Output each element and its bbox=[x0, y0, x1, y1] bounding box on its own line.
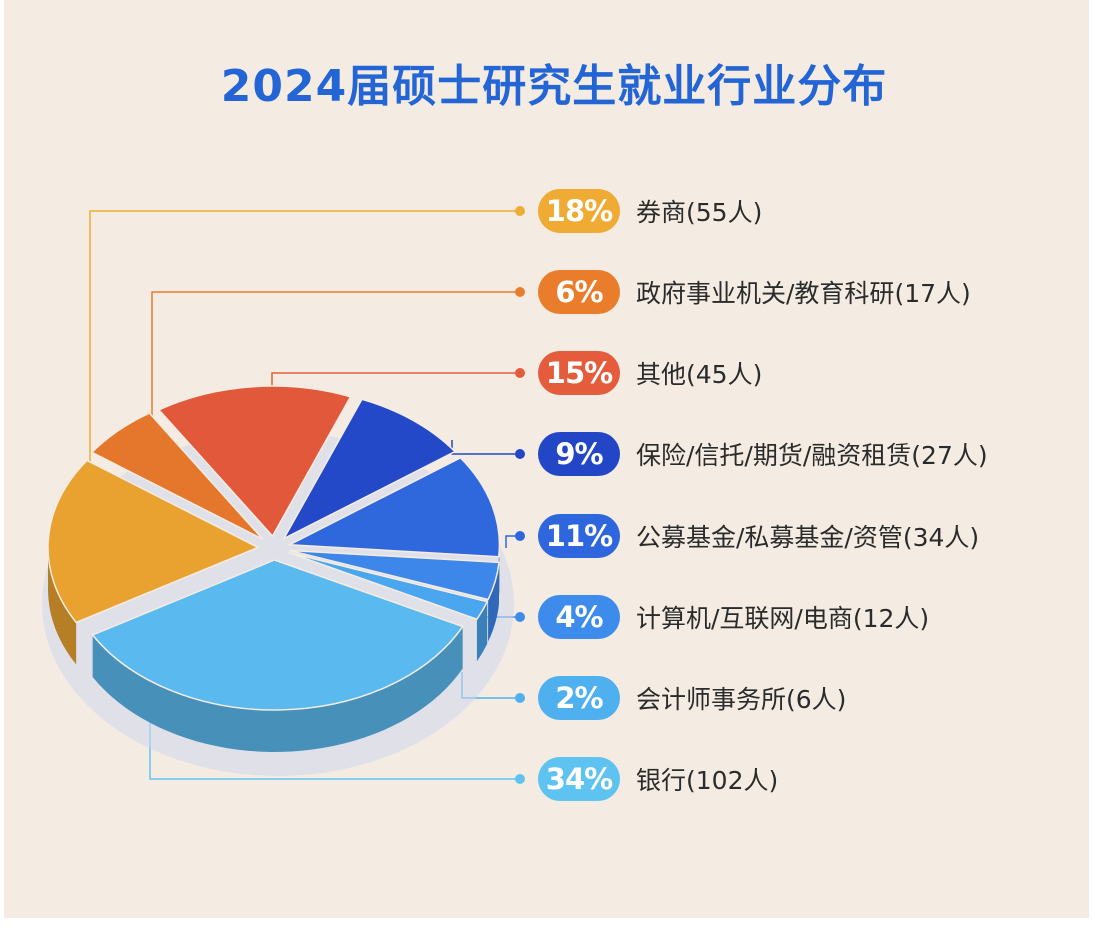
leader-dot bbox=[515, 693, 525, 703]
percent-pill: 18% bbox=[538, 189, 620, 233]
pie-slice-side bbox=[488, 562, 500, 642]
category-label: 券商(55人) bbox=[636, 193, 762, 229]
category-count: (6人) bbox=[786, 685, 847, 714]
category-name: 保险/信托/期货/融资租赁 bbox=[636, 441, 912, 470]
leader-dot bbox=[515, 449, 525, 459]
percent-pill: 11% bbox=[538, 514, 620, 558]
infographic-canvas: 2024届硕士研究生就业行业分布 18% 券商(55人) 6% 政府事业机关/教… bbox=[4, 0, 1089, 918]
category-name: 计算机/互联网/电商 bbox=[636, 604, 853, 633]
category-label: 政府事业机关/教育科研(17人) bbox=[636, 274, 971, 310]
category-count: (12人) bbox=[852, 604, 930, 633]
pie-slice-side bbox=[92, 626, 463, 752]
category-label: 保险/信托/期货/融资租赁(27人) bbox=[636, 436, 988, 472]
legend-item: 11% 公募基金/私募基金/资管(34人) bbox=[538, 513, 979, 559]
category-label: 计算机/互联网/电商(12人) bbox=[636, 599, 929, 635]
pie-slice bbox=[157, 385, 352, 538]
percent-pill: 15% bbox=[538, 351, 620, 395]
category-count: (34人) bbox=[902, 523, 980, 552]
category-name: 券商 bbox=[636, 198, 687, 227]
pie-slice-side bbox=[48, 548, 77, 665]
leader-dot bbox=[515, 774, 525, 784]
pie-slice bbox=[90, 412, 264, 540]
pie-slice bbox=[47, 459, 260, 624]
pie-slice bbox=[288, 551, 489, 621]
leader-dot bbox=[515, 531, 525, 541]
percent-pill: 6% bbox=[538, 270, 620, 314]
legend-item: 34% 银行(102人) bbox=[538, 756, 778, 802]
leader-line bbox=[89, 210, 520, 560]
leader-dot bbox=[515, 206, 525, 216]
pie-slice bbox=[289, 549, 500, 601]
percent-pill: 34% bbox=[538, 757, 620, 801]
category-name: 会计师事务所 bbox=[636, 685, 787, 714]
category-count: (17人) bbox=[894, 279, 971, 308]
legend-item: 4% 计算机/互联网/电商(12人) bbox=[538, 594, 929, 640]
percent-pill: 4% bbox=[538, 595, 620, 639]
category-name: 公募基金/私募基金/资管 bbox=[636, 523, 903, 552]
leader-line bbox=[451, 440, 520, 455]
legend-item: 2% 会计师事务所(6人) bbox=[538, 675, 846, 721]
category-label: 会计师事务所(6人) bbox=[636, 680, 846, 716]
percent-pill: 2% bbox=[538, 676, 620, 720]
category-label: 其他(45人) bbox=[636, 355, 762, 391]
category-count: (55人) bbox=[686, 198, 763, 227]
category-count: (102人) bbox=[686, 766, 779, 795]
pie-tops bbox=[47, 385, 501, 711]
chart-title: 2024届硕士研究生就业行业分布 bbox=[220, 61, 888, 112]
category-label: 银行(102人) bbox=[636, 761, 778, 797]
pie-slice bbox=[282, 398, 457, 541]
category-name: 银行 bbox=[636, 766, 687, 795]
category-count: (45人) bbox=[686, 360, 763, 389]
legend-item: 15% 其他(45人) bbox=[538, 350, 762, 396]
legend-item: 6% 政府事业机关/教育科研(17人) bbox=[538, 269, 971, 315]
pie-3d bbox=[42, 385, 514, 776]
leader-dot bbox=[515, 368, 525, 378]
category-name: 政府事业机关/教育科研 bbox=[636, 279, 895, 308]
leader-dot bbox=[515, 612, 525, 622]
pie-slice bbox=[91, 559, 464, 711]
pie-slice bbox=[286, 456, 501, 558]
leader-dot bbox=[515, 287, 525, 297]
pie-chart bbox=[42, 206, 525, 784]
leader-line bbox=[151, 291, 520, 472]
legend-item: 18% 券商(55人) bbox=[538, 188, 762, 234]
percent-pill: 9% bbox=[538, 432, 620, 476]
category-count: (27人) bbox=[911, 441, 988, 470]
legend-item: 9% 保险/信托/期货/融资租赁(27人) bbox=[538, 431, 988, 477]
category-label: 公募基金/私募基金/资管(34人) bbox=[636, 518, 979, 554]
category-name: 其他 bbox=[636, 360, 687, 389]
